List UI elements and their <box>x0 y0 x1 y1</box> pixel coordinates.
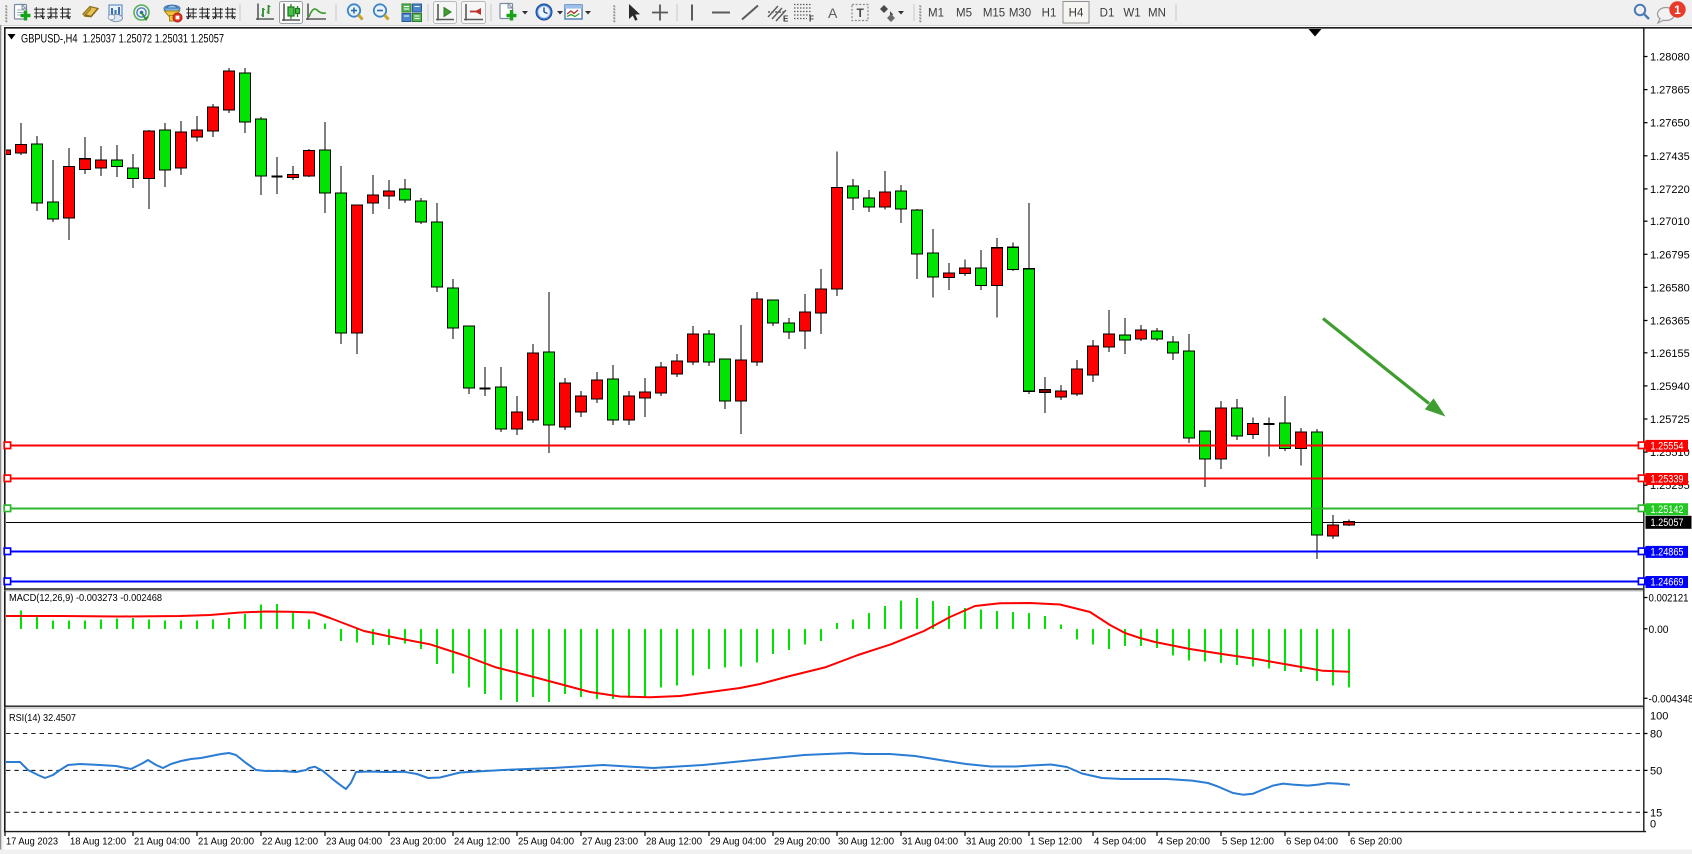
svg-text:0.002121: 0.002121 <box>1649 593 1689 605</box>
svg-text:22 Aug 12:00: 22 Aug 12:00 <box>262 836 318 848</box>
svg-text:1 Sep 12:00: 1 Sep 12:00 <box>1030 836 1082 848</box>
svg-text:1.25057: 1.25057 <box>1651 517 1684 529</box>
svg-text:4 Sep 20:00: 4 Sep 20:00 <box>1158 836 1210 848</box>
svg-text:29 Aug 20:00: 29 Aug 20:00 <box>774 836 830 848</box>
svg-text:RSI(14) 32.4507: RSI(14) 32.4507 <box>9 712 76 724</box>
svg-text:5 Sep 12:00: 5 Sep 12:00 <box>1222 836 1274 848</box>
svg-text:1.27435: 1.27435 <box>1650 151 1690 163</box>
svg-text:MACD(12,26,9) -0.003273 -0.002: MACD(12,26,9) -0.003273 -0.002468 <box>9 592 162 604</box>
svg-text:M15: M15 <box>983 8 1005 20</box>
svg-text:MN: MN <box>1148 8 1166 20</box>
svg-text:M5: M5 <box>956 8 972 20</box>
svg-text:23 Aug 04:00: 23 Aug 04:00 <box>326 836 382 848</box>
svg-text:29 Aug 04:00: 29 Aug 04:00 <box>710 836 766 848</box>
svg-text:25 Aug 04:00: 25 Aug 04:00 <box>518 836 574 848</box>
svg-text:D1: D1 <box>1100 8 1115 20</box>
svg-text:1.27650: 1.27650 <box>1650 118 1690 130</box>
svg-text:H4: H4 <box>1069 8 1084 20</box>
svg-text:0.00: 0.00 <box>1649 624 1669 636</box>
svg-text:50: 50 <box>1650 765 1662 777</box>
svg-text:100: 100 <box>1650 711 1668 723</box>
svg-text:E: E <box>783 15 789 24</box>
svg-text:23 Aug 20:00: 23 Aug 20:00 <box>390 836 446 848</box>
svg-text:-0.004348: -0.004348 <box>1649 693 1692 705</box>
svg-text:1.28080: 1.28080 <box>1650 52 1690 64</box>
svg-text:1.27220: 1.27220 <box>1650 184 1690 196</box>
svg-text:6 Sep 04:00: 6 Sep 04:00 <box>1286 836 1338 848</box>
svg-text:1.26155: 1.26155 <box>1650 348 1690 360</box>
svg-text:31 Aug 04:00: 31 Aug 04:00 <box>902 836 958 848</box>
svg-text:1.25142: 1.25142 <box>1651 504 1684 516</box>
svg-text:24 Aug 12:00: 24 Aug 12:00 <box>454 836 510 848</box>
svg-text:1.25725: 1.25725 <box>1650 414 1690 426</box>
svg-text:4 Sep 04:00: 4 Sep 04:00 <box>1094 836 1146 848</box>
svg-text:GBPUSD-,H4 1.25037 1.25072 1.: GBPUSD-,H4 1.25037 1.25072 1.25031 1.250… <box>21 34 224 46</box>
svg-text:A: A <box>828 5 838 21</box>
svg-text:1.27010: 1.27010 <box>1650 216 1690 228</box>
svg-text:1.26580: 1.26580 <box>1650 282 1690 294</box>
svg-text:H1: H1 <box>1042 8 1057 20</box>
svg-text:1.27865: 1.27865 <box>1650 85 1690 97</box>
svg-text:21 Aug 04:00: 21 Aug 04:00 <box>134 836 190 848</box>
svg-text:31 Aug 20:00: 31 Aug 20:00 <box>966 836 1022 848</box>
svg-text:T: T <box>857 6 865 20</box>
svg-text:1.24669: 1.24669 <box>1651 577 1684 589</box>
svg-text:M1: M1 <box>928 8 944 20</box>
svg-text:27 Aug 23:00: 27 Aug 23:00 <box>582 836 638 848</box>
svg-text:F: F <box>809 15 814 24</box>
svg-text:1.25940: 1.25940 <box>1650 381 1690 393</box>
svg-text:1: 1 <box>1674 3 1681 17</box>
svg-text:1.26795: 1.26795 <box>1650 249 1690 261</box>
svg-text:15: 15 <box>1650 807 1662 819</box>
svg-text:30 Aug 12:00: 30 Aug 12:00 <box>838 836 894 848</box>
svg-text:W1: W1 <box>1123 8 1140 20</box>
svg-text:80: 80 <box>1650 729 1662 741</box>
svg-text:1.26365: 1.26365 <box>1650 316 1690 328</box>
svg-text:6 Sep 20:00: 6 Sep 20:00 <box>1350 836 1402 848</box>
svg-text:1.25554: 1.25554 <box>1651 441 1684 453</box>
svg-text:21 Aug 20:00: 21 Aug 20:00 <box>198 836 254 848</box>
svg-text:18 Aug 12:00: 18 Aug 12:00 <box>70 836 126 848</box>
svg-text:M30: M30 <box>1009 8 1031 20</box>
svg-text:1.25339: 1.25339 <box>1651 474 1684 486</box>
svg-text:17 Aug 2023: 17 Aug 2023 <box>6 836 58 848</box>
svg-text:1.24865: 1.24865 <box>1651 547 1684 559</box>
svg-text:0: 0 <box>1650 819 1656 831</box>
svg-text:28 Aug 12:00: 28 Aug 12:00 <box>646 836 702 848</box>
